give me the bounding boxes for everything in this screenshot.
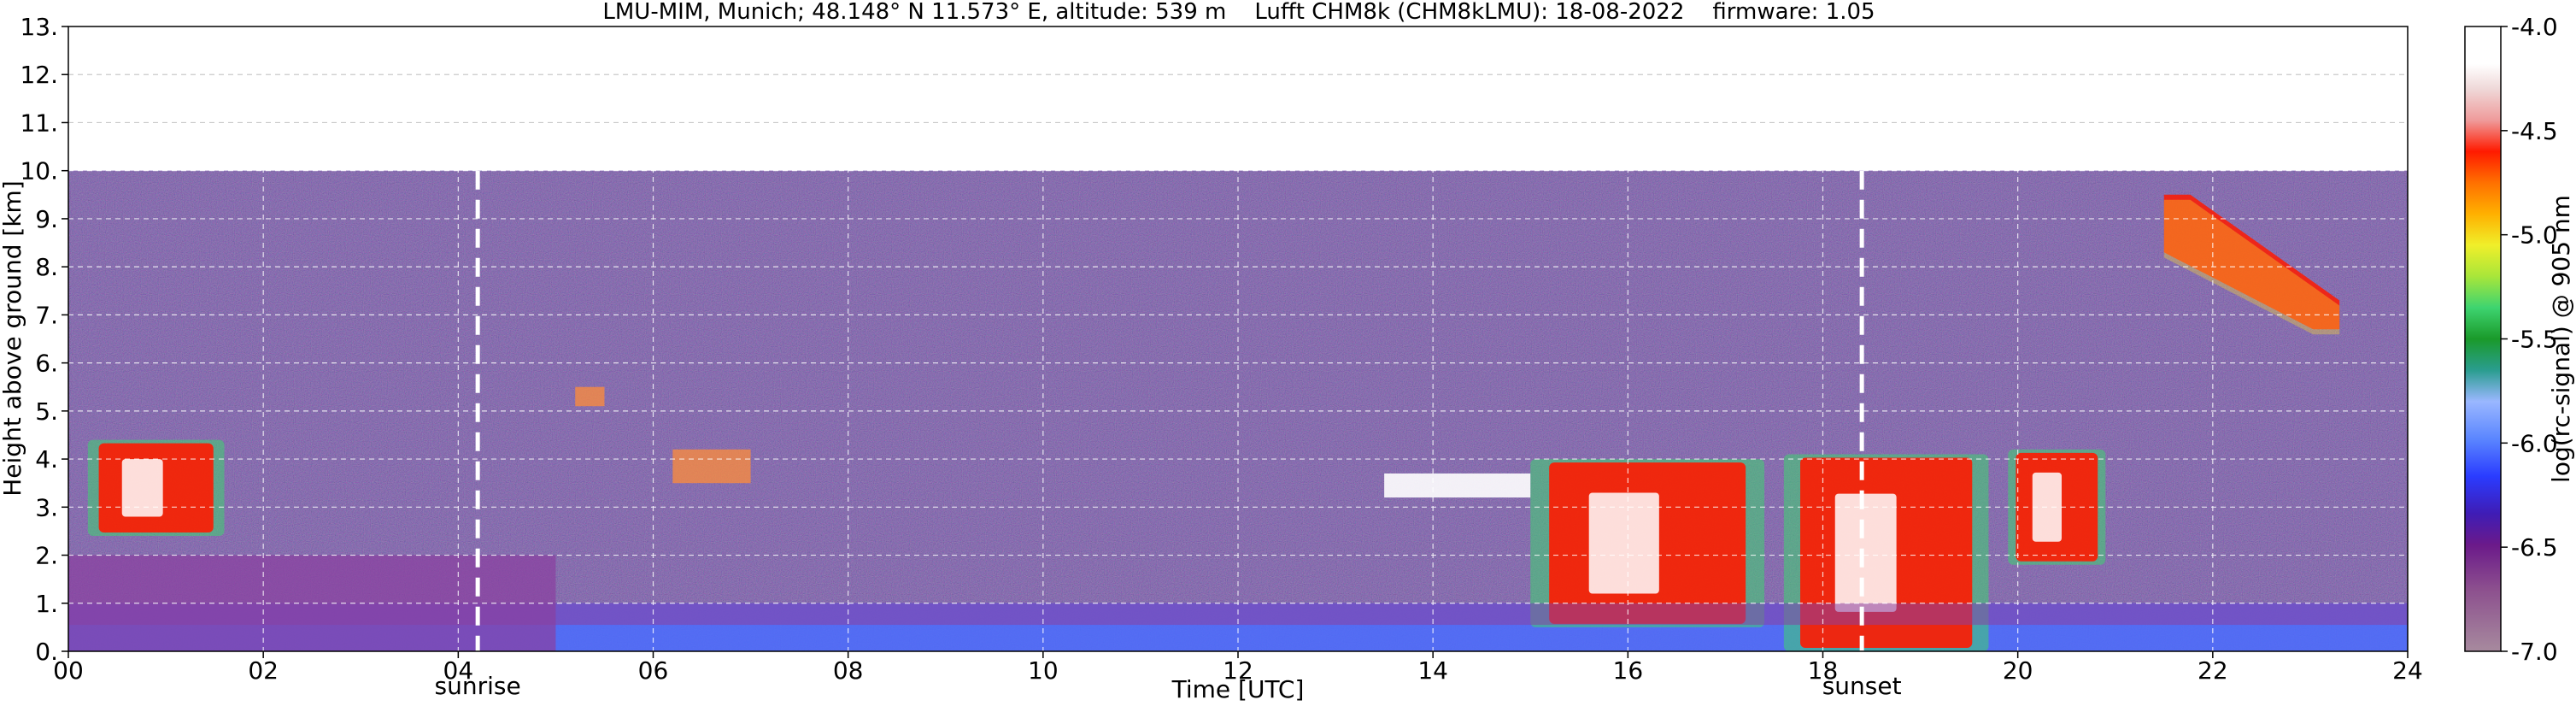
y-tick-label: 10.	[20, 157, 58, 185]
y-tick-label: 4.	[35, 445, 58, 474]
y-tick-label: 0.	[35, 638, 58, 666]
colorbar-tick-label: -5.5	[2511, 326, 2558, 354]
colorbar-tick-label: -4.0	[2511, 13, 2558, 41]
x-tick-label: 10	[1028, 656, 1059, 685]
y-tick-label: 9.	[35, 205, 58, 233]
x-tick-label: 04	[443, 656, 474, 685]
x-tick-label: 02	[248, 656, 279, 685]
y-tick-label: 5.	[35, 397, 58, 426]
y-tick-label: 1.	[35, 590, 58, 618]
colorbar-tick-label: -7.0	[2511, 638, 2558, 666]
y-axis: 0. 1. 2. 3. 4. 5. 6. 7. 8. 9. 10. 11. 12. 13.	[20, 13, 68, 666]
x-axis: 00 02 04 06 08 10 12 14 16 18 20 22 24	[53, 651, 2423, 685]
sunrise-label: sunrise	[435, 672, 521, 700]
feature-aerosol_patch-8	[672, 449, 751, 484]
x-tick-label: 24	[2392, 656, 2423, 685]
plot-area	[67, 26, 2409, 652]
colorbar-tick-label: -5.0	[2511, 221, 2558, 250]
colorbar-ticks: -7.0 -6.5 -6.0 -5.5 -5.0 -4.5 -4.0	[2501, 13, 2558, 666]
y-tick-label: 11.	[20, 109, 58, 137]
x-tick-label: 22	[2198, 656, 2228, 685]
x-tick-label: 08	[833, 656, 864, 685]
x-tick-label: 12	[1223, 656, 1253, 685]
x-tick-label: 18	[1808, 656, 1839, 685]
feature-cloud_layer-7	[1384, 473, 1531, 498]
y-tick-label: 3.	[35, 493, 58, 521]
y-tick-label: 7.	[35, 301, 58, 329]
colorbar: -7.0 -6.5 -6.0 -5.5 -5.0 -4.5 -4.0 log(rc-sign…	[2464, 13, 2575, 666]
x-tick-label: 00	[53, 656, 84, 685]
colorbar-tick-label: -6.5	[2511, 533, 2558, 562]
feature-cloud-white-3	[1588, 492, 1659, 594]
colorbar-gradient	[2464, 26, 2502, 652]
y-tick-label: 13.	[20, 13, 58, 41]
colorbar-tick-label: -6.0	[2511, 429, 2558, 457]
y-tick-label: 12.	[20, 61, 58, 89]
x-tick-label: 20	[2003, 656, 2033, 685]
feature-aerosol_patch-9	[575, 386, 605, 407]
grid-lines	[68, 26, 2408, 651]
y-tick-label: 8.	[35, 253, 58, 281]
y-tick-label: 2.	[35, 542, 58, 570]
x-tick-label: 14	[1417, 656, 1448, 685]
y-axis-label: Height above ground [km]	[0, 180, 26, 497]
sun-markers	[475, 170, 1864, 651]
feature-cloud-white-2	[121, 459, 163, 517]
sunset-label: sunset	[1822, 672, 1902, 700]
x-axis-label: Time [UTC]	[1171, 675, 1305, 703]
feature-cirrus-6	[2163, 194, 2340, 330]
feature-cloud-white-4	[1834, 493, 1897, 612]
x-tick-label: 16	[1613, 656, 1644, 685]
x-tick-label: 06	[638, 656, 669, 685]
chart-title: LMU-MIM, Munich; 48.148° N 11.573° E, al…	[602, 0, 1875, 25]
colorbar-tick-label: -4.5	[2511, 117, 2558, 145]
colorbar-label: log(rc-signal) @ 905 nm	[2547, 195, 2575, 483]
y-tick-label: 6.	[35, 350, 58, 378]
